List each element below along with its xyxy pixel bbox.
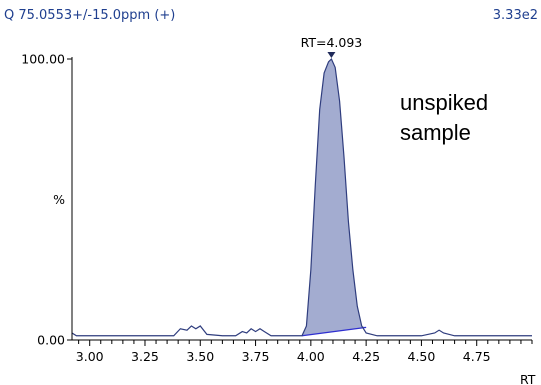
x-tick-label: 4.50 [408, 349, 436, 364]
y-ticks: 0.00% 100.00 [21, 52, 72, 348]
axes [71, 57, 532, 341]
x-tick-label: 4.75 [463, 349, 491, 364]
x-tick-label: 3.75 [242, 349, 270, 364]
x-tick-label: 4.00 [297, 349, 325, 364]
x-ticks: 3.00 3.25 3.50 3.75 4.00 4.25 4.50 4.75 [76, 340, 533, 364]
x-tick-label: 3.00 [76, 349, 104, 364]
y-axis-label: % [53, 192, 65, 207]
peak-apex-marker-icon [327, 52, 336, 58]
peak-area [302, 59, 367, 336]
annotation-line-2: sample [400, 120, 471, 145]
annotation-line-1: unspiked [400, 90, 488, 115]
peak-area-layer [301, 59, 367, 337]
peak-rt-label: RT=4.093 [301, 35, 363, 50]
chromatogram-trace [71, 57, 532, 337]
chromatogram-trace-description: Q 75.0553+/-15.0ppm (+) [4, 8, 175, 23]
y-tick-label: 100.00 [21, 52, 65, 67]
x-axis-label: RT [520, 372, 536, 385]
trace-line-layer [71, 57, 532, 337]
x-tick-label: 3.50 [186, 349, 214, 364]
x-tick-label: 4.25 [352, 349, 380, 364]
integration-baseline [301, 326, 367, 337]
x-tick-label: 3.25 [131, 349, 159, 364]
peak-marker-layer: RT=4.093 [301, 35, 363, 58]
intensity-scale-value: 3.33e2 [493, 8, 538, 23]
y-tick-label: 0.00 [37, 333, 65, 348]
